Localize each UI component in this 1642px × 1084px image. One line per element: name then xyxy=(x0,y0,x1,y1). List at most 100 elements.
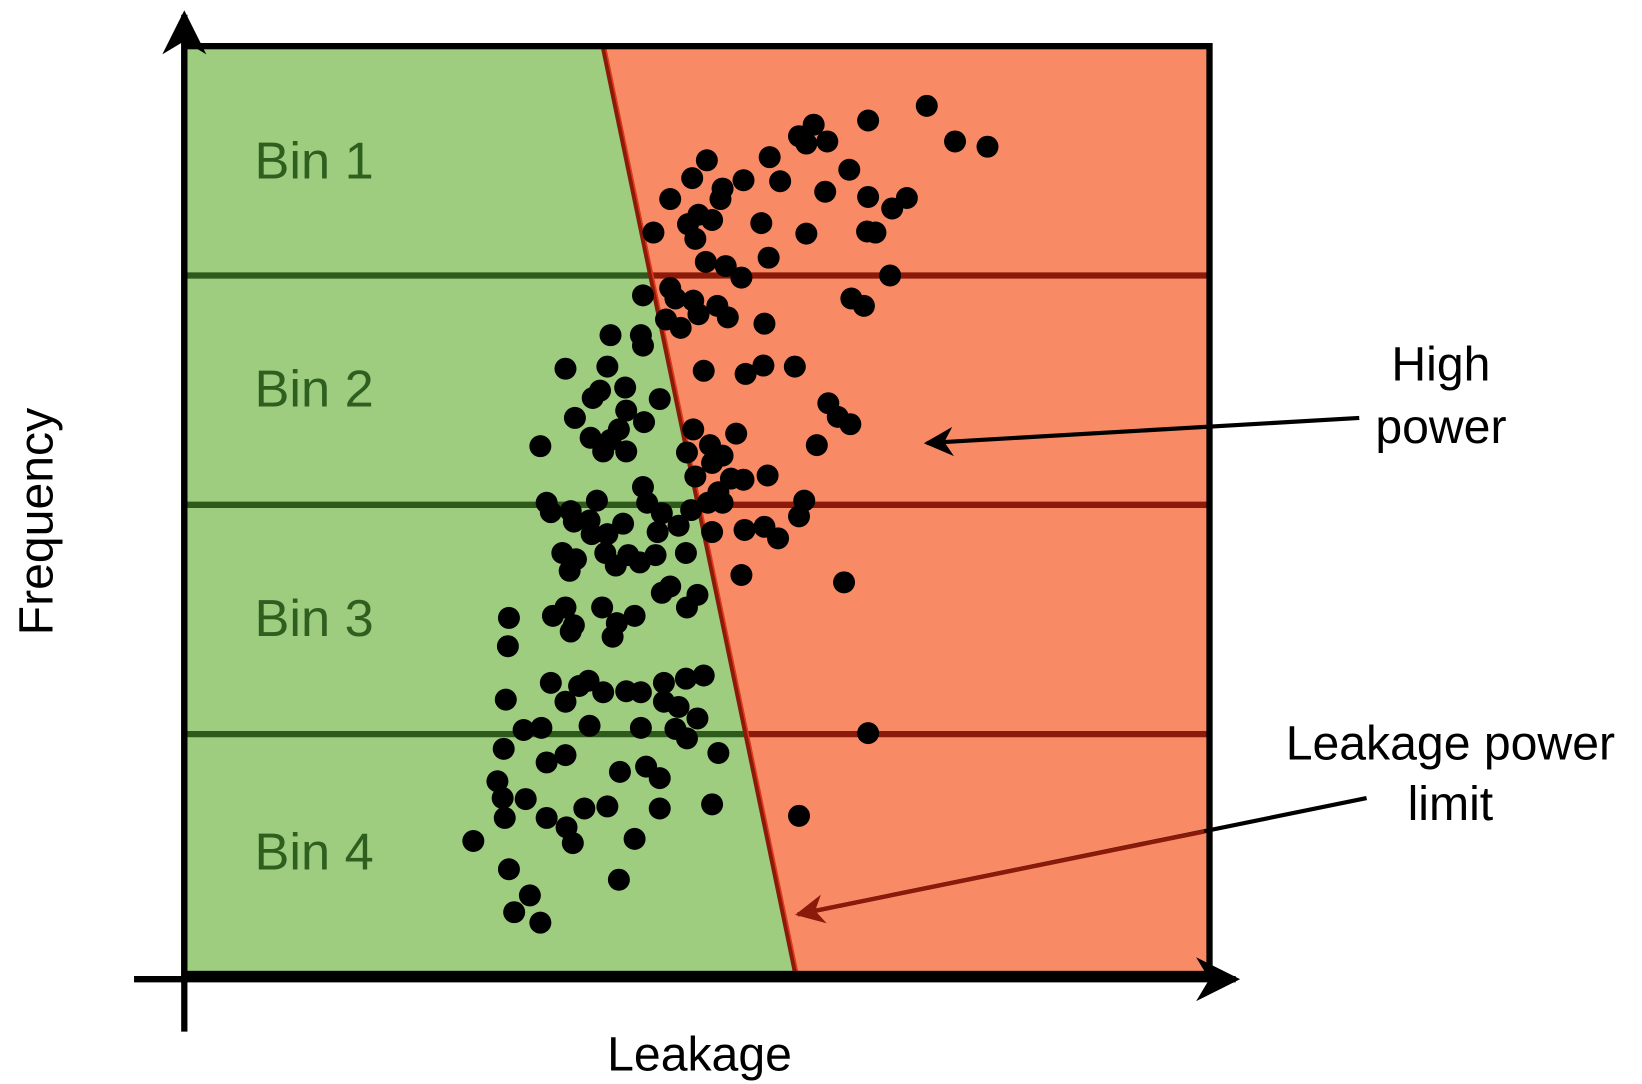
point xyxy=(717,306,739,328)
point xyxy=(675,542,697,564)
point xyxy=(853,295,875,317)
point xyxy=(670,317,692,339)
point xyxy=(497,635,519,657)
point xyxy=(605,555,627,577)
point xyxy=(536,751,558,773)
point xyxy=(769,170,791,192)
point xyxy=(503,901,525,923)
point xyxy=(653,672,675,694)
point xyxy=(733,169,755,191)
point xyxy=(707,481,729,503)
point xyxy=(759,146,781,168)
point xyxy=(494,807,516,829)
point xyxy=(784,356,806,378)
point xyxy=(536,807,558,829)
point xyxy=(833,571,855,593)
point xyxy=(707,742,729,764)
point xyxy=(788,505,810,527)
point xyxy=(498,607,520,629)
point xyxy=(857,722,879,744)
point xyxy=(758,247,780,269)
point xyxy=(602,626,624,648)
point xyxy=(757,465,779,487)
point xyxy=(725,423,747,445)
point xyxy=(857,186,879,208)
point xyxy=(492,787,514,809)
annotation-text: Leakage power xyxy=(1286,716,1615,770)
point xyxy=(659,188,681,210)
point xyxy=(495,689,517,711)
point xyxy=(624,828,646,850)
point xyxy=(684,228,706,250)
point xyxy=(693,360,715,382)
point xyxy=(649,798,671,820)
point xyxy=(540,672,562,694)
point xyxy=(681,167,703,189)
point xyxy=(806,434,828,456)
bin-label: Bin 4 xyxy=(254,823,373,881)
point xyxy=(540,501,562,523)
point xyxy=(649,388,671,410)
point xyxy=(582,387,604,409)
bin-label: Bin 3 xyxy=(254,590,373,648)
point xyxy=(668,515,690,537)
point xyxy=(498,858,520,880)
point xyxy=(586,490,608,512)
annotation-text: limit xyxy=(1408,777,1494,831)
point xyxy=(676,441,698,463)
point xyxy=(560,621,582,643)
point xyxy=(709,188,731,210)
point xyxy=(668,696,690,718)
point xyxy=(573,798,595,820)
point xyxy=(795,133,817,155)
point xyxy=(750,212,772,234)
point xyxy=(701,521,723,543)
point xyxy=(513,719,535,741)
y-axis-label: Frequency xyxy=(10,408,64,636)
point xyxy=(684,466,706,488)
x-axis-label: Leakage xyxy=(607,1027,792,1081)
point xyxy=(554,744,576,766)
point xyxy=(629,551,651,573)
point xyxy=(701,793,723,815)
point xyxy=(687,303,709,325)
annotation-text: High xyxy=(1391,337,1490,391)
point xyxy=(529,435,551,457)
point xyxy=(816,130,838,152)
point xyxy=(682,418,704,440)
point xyxy=(519,884,541,906)
point xyxy=(600,429,622,451)
point xyxy=(734,519,756,541)
point xyxy=(564,407,586,429)
point xyxy=(693,665,715,687)
point xyxy=(814,181,836,203)
point xyxy=(701,209,723,231)
point xyxy=(562,832,584,854)
point xyxy=(600,324,622,346)
point xyxy=(881,197,903,219)
point xyxy=(977,136,999,158)
point xyxy=(695,251,717,273)
point xyxy=(462,830,484,852)
point xyxy=(696,149,718,171)
point xyxy=(649,767,671,789)
point xyxy=(632,335,654,357)
point xyxy=(579,715,601,737)
point xyxy=(633,411,655,433)
point xyxy=(838,159,860,181)
point xyxy=(767,527,789,549)
point xyxy=(916,95,938,117)
bin-label: Bin 2 xyxy=(254,361,373,419)
point xyxy=(563,511,585,533)
point xyxy=(864,222,886,244)
point xyxy=(614,377,636,399)
page: Bin 1 Bin 2 Bin 3 Bin 4 Frequency Leakag… xyxy=(0,0,1642,1084)
point xyxy=(609,761,631,783)
point xyxy=(879,264,901,286)
point xyxy=(554,691,576,713)
point xyxy=(559,560,581,582)
annotation-text: power xyxy=(1375,400,1506,454)
point xyxy=(651,582,673,604)
point xyxy=(788,805,810,827)
point xyxy=(839,413,861,435)
